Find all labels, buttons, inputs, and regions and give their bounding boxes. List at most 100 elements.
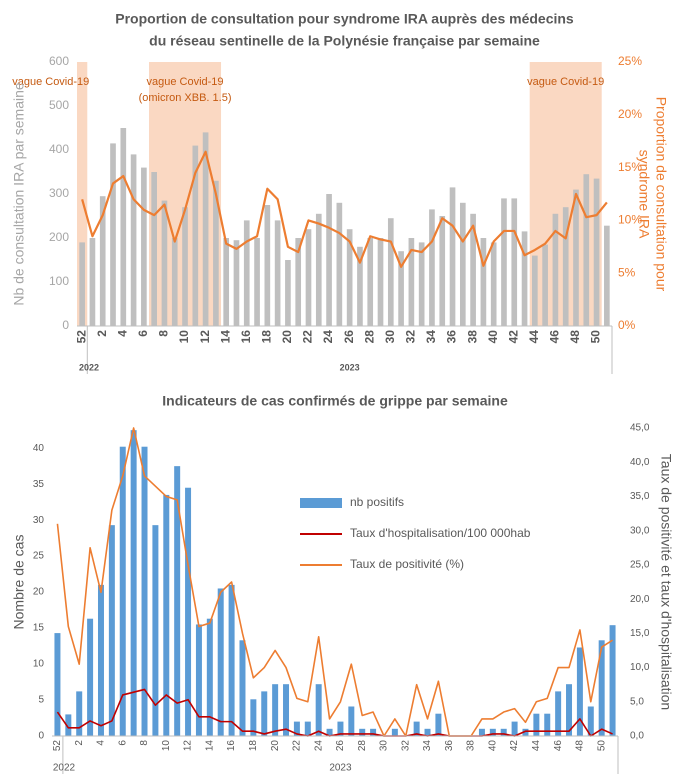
x-tick-label: 44 <box>531 740 542 752</box>
bar <box>609 625 616 736</box>
y2-tick-label: 30,0 <box>630 525 650 536</box>
y-tick-label: 600 <box>49 54 69 68</box>
bar <box>315 684 322 736</box>
bar <box>315 213 322 326</box>
bar <box>272 684 279 736</box>
bar <box>243 220 250 326</box>
bar <box>110 143 116 326</box>
bar <box>228 584 235 736</box>
y-axis-label: Nb de consultation IRA par semaine <box>11 82 27 306</box>
bar <box>587 706 594 736</box>
bar <box>566 684 573 736</box>
y-tick-label: 0 <box>38 731 44 742</box>
y2-tick-label: 45,0 <box>630 423 650 434</box>
bar <box>398 251 404 326</box>
bar <box>217 588 224 736</box>
year-label: 2023 <box>340 362 360 372</box>
x-tick-label: 40 <box>486 330 500 344</box>
y-tick-label: 25 <box>33 551 45 562</box>
line <box>56 427 613 737</box>
bar <box>161 200 168 326</box>
bar <box>357 246 363 326</box>
x-tick-label: 36 <box>444 740 455 752</box>
bar <box>79 242 85 326</box>
x-tick-label: 20 <box>280 330 294 344</box>
y2-tick-label: 25% <box>618 54 642 68</box>
y-tick-label: 0 <box>62 318 69 332</box>
bar <box>418 242 425 326</box>
bar <box>326 194 332 326</box>
x-tick-label: 30 <box>379 740 390 752</box>
x-tick-label: 4 <box>96 740 107 746</box>
bar <box>459 202 466 326</box>
chart-title: du réseau sentinelle de la Polynésie fra… <box>149 33 540 49</box>
x-tick-label: 34 <box>424 330 438 344</box>
bar <box>213 180 219 326</box>
bar <box>151 172 157 326</box>
bar <box>377 238 384 326</box>
y2-tick-label: 5,0 <box>630 696 644 707</box>
bar <box>97 584 104 736</box>
bar <box>274 220 281 326</box>
x-tick-label: 4 <box>115 330 129 337</box>
x-tick-label: 50 <box>596 740 607 752</box>
bar <box>182 207 188 326</box>
bar <box>532 255 538 326</box>
x-tick-label: 44 <box>527 330 541 344</box>
bar <box>223 238 230 326</box>
bar <box>206 618 213 736</box>
y2-axis-label: Proportion de consultation pour <box>653 97 669 292</box>
bar <box>511 721 518 736</box>
y-tick-label: 500 <box>49 98 69 112</box>
bar <box>424 728 431 736</box>
bar <box>192 145 199 326</box>
x-tick-label: 42 <box>509 740 520 752</box>
x-tick-label: 36 <box>445 330 459 344</box>
bar <box>233 240 240 326</box>
x-tick-label: 24 <box>321 330 335 344</box>
x-tick-label: 48 <box>575 740 586 752</box>
x-tick-label: 6 <box>117 740 128 746</box>
y2-axis-label: Taux de positivité et taux d'hospitalisa… <box>658 454 674 710</box>
bar <box>533 713 540 736</box>
bar <box>174 466 181 736</box>
bar <box>598 640 605 736</box>
bar <box>54 633 61 736</box>
y-tick-label: 300 <box>49 186 69 200</box>
x-tick-label: 6 <box>136 330 150 337</box>
bar <box>304 721 311 736</box>
x-tick-label: 12 <box>198 330 212 344</box>
y2-axis-label: syndrome IRA <box>636 150 652 239</box>
bar <box>348 706 355 736</box>
bar <box>555 691 562 736</box>
x-tick-label: 16 <box>239 330 253 344</box>
bar <box>478 728 485 736</box>
x-tick-label: 26 <box>342 330 356 344</box>
x-tick-label: 10 <box>161 740 172 752</box>
bar <box>130 430 137 736</box>
bar <box>195 624 202 736</box>
bar <box>130 154 137 326</box>
x-tick-label: 46 <box>548 330 562 344</box>
x-tick-label: 30 <box>383 330 397 344</box>
bar <box>185 487 192 736</box>
bar <box>576 647 583 736</box>
x-tick-label: 26 <box>335 740 346 752</box>
x-tick-label: 46 <box>553 740 564 752</box>
y-tick-label: 20 <box>33 587 45 598</box>
x-tick-label: 42 <box>506 330 520 344</box>
line <box>56 688 613 737</box>
bar <box>501 198 507 326</box>
x-tick-label: 24 <box>313 740 324 752</box>
bar <box>295 238 302 326</box>
x-tick-label: 14 <box>204 740 215 752</box>
x-tick-label: 52 <box>74 330 88 344</box>
bar <box>120 128 127 326</box>
bar <box>152 525 159 736</box>
chart-title: Indicateurs de cas confirmés de grippe p… <box>162 393 508 409</box>
bar <box>552 213 559 326</box>
y2-tick-label: 35,0 <box>630 491 650 502</box>
bar <box>391 728 398 736</box>
y-tick-label: 5 <box>38 695 44 706</box>
